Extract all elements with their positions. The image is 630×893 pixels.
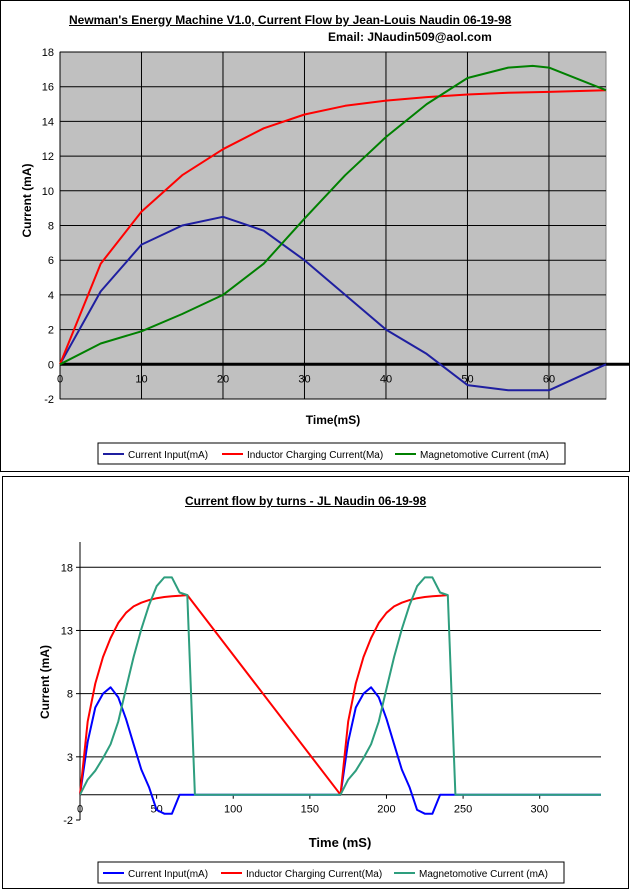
chart1-xtick-label: 50 <box>461 373 473 385</box>
chart2-ytick-label: 13 <box>61 625 73 637</box>
chart2-ytick-label: 8 <box>67 689 73 701</box>
chart2-xtick-label: 250 <box>454 804 472 816</box>
chart1-legend-label: Inductor Charging Current(Ma) <box>247 450 383 461</box>
chart1-xlabel: Time(mS) <box>306 413 360 427</box>
chart2-xlabel: Time (mS) <box>309 835 372 850</box>
chart-panel-current-by-turns: Current flow by turns - JL Naudin 06-19-… <box>2 476 629 889</box>
chart1-ytick-label: 0 <box>48 359 54 371</box>
chart1-ytick-label: 8 <box>48 221 54 233</box>
chart1-xtick-label: 60 <box>543 373 555 385</box>
chart2-legend-label: Magnetomotive Current (mA) <box>419 869 548 880</box>
chart1-ytick-label: 16 <box>42 82 54 94</box>
chart1-ytick-label: 6 <box>48 255 54 267</box>
chart1-title: Newman's Energy Machine V1.0, Current Fl… <box>69 13 512 27</box>
chart2-legend-label: Inductor Charging Current(Ma) <box>246 869 382 880</box>
chart-panel-energy-machine: Newman's Energy Machine V1.0, Current Fl… <box>0 0 630 472</box>
chart1-series-line-1 <box>59 89 607 365</box>
chart2-series-line-2 <box>79 576 601 796</box>
chart1-xtick-label: 0 <box>57 373 63 385</box>
chart2-ytick-label: 18 <box>61 562 73 574</box>
chart1-ylabel: Current (mA) <box>20 163 34 237</box>
chart1-ytick-label: 14 <box>42 116 54 128</box>
chart1-ytick-label: -2 <box>44 394 54 406</box>
chart2-xtick-label: 0 <box>77 804 83 816</box>
chart2-xtick-label: 100 <box>224 804 242 816</box>
chart1-xtick-label: 40 <box>380 373 392 385</box>
chart2-xtick-label: 150 <box>301 804 319 816</box>
chart1-ytick-label: 10 <box>42 186 54 198</box>
chart2-xtick-label: 300 <box>531 804 549 816</box>
chart1-ytick-label: 12 <box>42 151 54 163</box>
chart1-ytick-label: 4 <box>48 290 54 302</box>
chart2-legend <box>97 861 565 884</box>
chart1-legend <box>97 442 566 465</box>
chart1-ytick-label: 18 <box>42 47 54 59</box>
chart1-series-line-0 <box>59 215 607 392</box>
chart1-series-line-2 <box>59 64 607 366</box>
chart1-subtitle: Email: JNaudin509@aol.com <box>328 30 492 44</box>
chart2-ylabel: Current (mA) <box>38 645 52 719</box>
chart1-xtick-label: 10 <box>135 373 147 385</box>
chart2-title: Current flow by turns - JL Naudin 06-19-… <box>185 494 427 508</box>
chart1-xtick-label: 20 <box>217 373 229 385</box>
chart2-legend-label: Current Input(mA) <box>128 869 208 880</box>
chart1-legend-label: Current Input(mA) <box>128 450 208 461</box>
chart1-xtick-label: 30 <box>298 373 310 385</box>
chart1-ytick-label: 2 <box>48 325 54 337</box>
chart2-series-line-1 <box>79 594 448 796</box>
chart2-xtick-label: 200 <box>377 804 395 816</box>
chart2-ytick-label: 3 <box>67 752 73 764</box>
chart1-legend-label: Magnetomotive Current (mA) <box>420 450 549 461</box>
chart2-ytick-label: -2 <box>63 815 73 827</box>
